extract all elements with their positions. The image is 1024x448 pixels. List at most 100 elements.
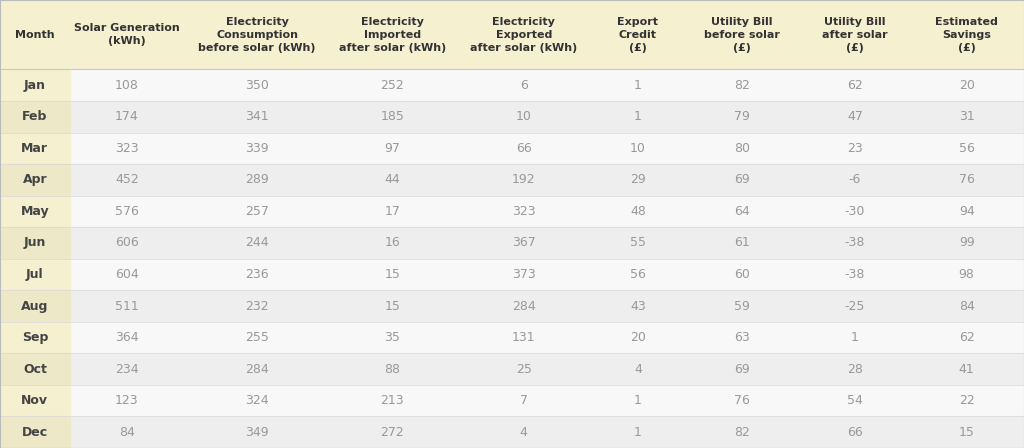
Text: 16: 16 <box>384 237 400 250</box>
Text: 349: 349 <box>245 426 269 439</box>
Text: 64: 64 <box>734 205 750 218</box>
Bar <box>0 385 70 417</box>
Bar <box>70 353 1024 385</box>
Text: 272: 272 <box>380 426 404 439</box>
Text: 234: 234 <box>115 362 139 375</box>
Text: -30: -30 <box>845 205 865 218</box>
Text: 22: 22 <box>958 394 975 407</box>
Text: Mar: Mar <box>22 142 48 155</box>
Text: 80: 80 <box>734 142 750 155</box>
Text: 1: 1 <box>634 426 642 439</box>
Bar <box>70 101 1024 133</box>
Text: Jun: Jun <box>24 237 46 250</box>
Bar <box>70 385 1024 417</box>
Text: 63: 63 <box>734 331 750 344</box>
Text: 62: 62 <box>847 79 863 92</box>
Bar <box>0 417 70 448</box>
Text: Nov: Nov <box>22 394 48 407</box>
Text: 4: 4 <box>520 426 527 439</box>
Text: Solar Generation
(kWh): Solar Generation (kWh) <box>74 23 180 46</box>
Text: 364: 364 <box>115 331 139 344</box>
Bar <box>0 353 70 385</box>
Text: Month: Month <box>15 30 54 40</box>
Text: 185: 185 <box>380 110 404 123</box>
Text: 511: 511 <box>115 300 139 313</box>
Text: Oct: Oct <box>23 362 47 375</box>
Text: 84: 84 <box>958 300 975 313</box>
Text: 84: 84 <box>119 426 135 439</box>
Text: 66: 66 <box>516 142 531 155</box>
Text: 452: 452 <box>115 173 139 186</box>
Text: Electricity
Consumption
before solar (kWh): Electricity Consumption before solar (kW… <box>199 17 315 52</box>
Text: Estimated
Savings
(£): Estimated Savings (£) <box>935 17 998 52</box>
Text: 69: 69 <box>734 173 750 186</box>
Text: 7: 7 <box>520 394 527 407</box>
Bar <box>70 227 1024 258</box>
Text: 213: 213 <box>380 394 404 407</box>
Text: 604: 604 <box>115 268 139 281</box>
Text: 323: 323 <box>512 205 536 218</box>
Text: Apr: Apr <box>23 173 47 186</box>
Text: 252: 252 <box>380 79 404 92</box>
Text: 15: 15 <box>384 300 400 313</box>
Text: 1: 1 <box>634 110 642 123</box>
Text: Dec: Dec <box>22 426 48 439</box>
Text: 97: 97 <box>384 142 400 155</box>
Text: 69: 69 <box>734 362 750 375</box>
Text: 35: 35 <box>384 331 400 344</box>
Text: 289: 289 <box>245 173 269 186</box>
Text: 324: 324 <box>245 394 269 407</box>
Text: 61: 61 <box>734 237 750 250</box>
Text: 66: 66 <box>847 426 863 439</box>
Bar <box>0 0 1024 69</box>
Text: Export
Credit
(£): Export Credit (£) <box>617 17 658 52</box>
Bar <box>70 69 1024 101</box>
Text: 174: 174 <box>115 110 139 123</box>
Text: 257: 257 <box>245 205 269 218</box>
Text: 20: 20 <box>630 331 646 344</box>
Text: 606: 606 <box>115 237 139 250</box>
Bar <box>70 417 1024 448</box>
Bar <box>0 164 70 196</box>
Bar <box>0 227 70 258</box>
Text: 367: 367 <box>512 237 536 250</box>
Text: Utility Bill
before solar
(£): Utility Bill before solar (£) <box>703 17 780 52</box>
Text: 59: 59 <box>734 300 750 313</box>
Text: 56: 56 <box>958 142 975 155</box>
Text: 6: 6 <box>520 79 527 92</box>
Text: 17: 17 <box>384 205 400 218</box>
Text: 28: 28 <box>847 362 863 375</box>
Text: Sep: Sep <box>22 331 48 344</box>
Bar <box>0 101 70 133</box>
Text: May: May <box>20 205 49 218</box>
Text: 323: 323 <box>115 142 139 155</box>
Bar <box>0 322 70 353</box>
Bar <box>70 258 1024 290</box>
Text: 232: 232 <box>245 300 269 313</box>
Text: 44: 44 <box>384 173 400 186</box>
Text: 350: 350 <box>245 79 269 92</box>
Text: -38: -38 <box>845 268 865 281</box>
Bar <box>70 196 1024 227</box>
Text: 76: 76 <box>734 394 750 407</box>
Text: 131: 131 <box>512 331 536 344</box>
Text: Feb: Feb <box>23 110 47 123</box>
Text: Electricity
Imported
after solar (kWh): Electricity Imported after solar (kWh) <box>339 17 445 52</box>
Text: 341: 341 <box>245 110 269 123</box>
Bar <box>70 322 1024 353</box>
Text: 108: 108 <box>115 79 139 92</box>
Text: 88: 88 <box>384 362 400 375</box>
Text: 20: 20 <box>958 79 975 92</box>
Text: 15: 15 <box>384 268 400 281</box>
Text: -25: -25 <box>845 300 865 313</box>
Text: 576: 576 <box>115 205 139 218</box>
Text: 1: 1 <box>851 331 859 344</box>
Bar <box>0 290 70 322</box>
Text: 255: 255 <box>245 331 269 344</box>
Text: 4: 4 <box>634 362 642 375</box>
Text: 82: 82 <box>734 79 750 92</box>
Text: 31: 31 <box>958 110 975 123</box>
Bar <box>70 133 1024 164</box>
Text: Utility Bill
after solar
(£): Utility Bill after solar (£) <box>822 17 888 52</box>
Text: 373: 373 <box>512 268 536 281</box>
